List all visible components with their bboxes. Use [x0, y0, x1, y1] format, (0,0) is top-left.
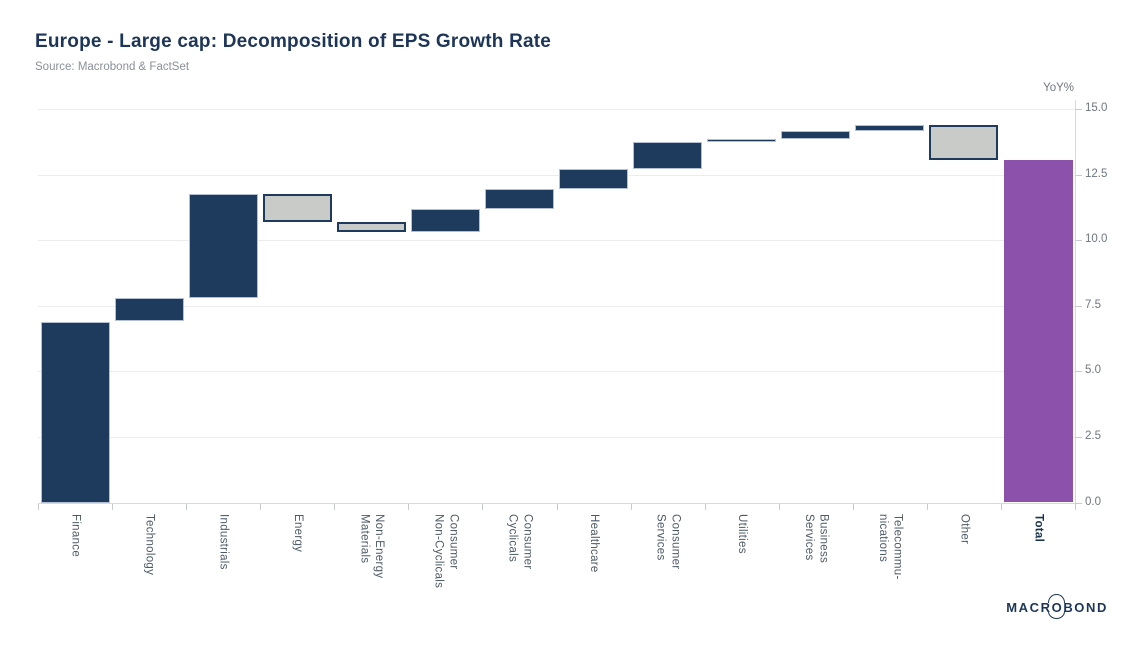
x-label-energy: Energy: [291, 514, 304, 553]
x-label-utilities: Utilities: [736, 514, 749, 554]
x-label-industrials: Industrials: [217, 514, 230, 570]
x-label-non-energy-materials: Non-Energy Materials: [358, 514, 386, 579]
x-label-total: Total: [1032, 514, 1045, 543]
x-axis-tick: [704, 504, 706, 510]
y-axis-tick-label: 0.0: [1085, 495, 1101, 508]
bar-total: [1003, 160, 1073, 503]
x-label-telecommunications: Telecommu- nications: [876, 514, 904, 580]
x-axis-tick: [334, 504, 336, 510]
bar-non-energy-materials: [336, 221, 406, 233]
bar-healthcare: [559, 169, 628, 190]
x-label-consumer-cyclicals: Consumer Cyclicals: [506, 514, 534, 570]
x-label-other: Other: [958, 514, 971, 545]
y-axis-tick-label: 7.5: [1085, 298, 1101, 311]
gridline-5.0: [38, 371, 1075, 373]
x-axis-tick: [778, 504, 780, 510]
y-axis-tick-15.0: [1075, 109, 1082, 111]
logo-text-left: MACR: [1006, 600, 1052, 615]
x-label-business-services: Business Services: [802, 514, 830, 564]
y-axis-tick-12.5: [1075, 174, 1082, 176]
x-axis-tick: [408, 504, 410, 510]
chart-title: Europe - Large cap: Decomposition of EPS…: [35, 31, 552, 52]
logo-text-right: BOND: [1063, 600, 1108, 615]
bar-other: [929, 124, 999, 161]
bar-industrials: [188, 194, 258, 298]
y-axis-tick-5.0: [1075, 371, 1082, 373]
x-axis-tick: [852, 504, 854, 510]
gridline-2.5: [38, 436, 1075, 438]
gridline-12.5: [38, 174, 1075, 176]
bar-utilities: [707, 139, 777, 143]
bar-consumer-non-cyclicals: [410, 208, 480, 233]
bar-technology: [114, 297, 184, 322]
chart-source: Source: Macrobond & FactSet: [35, 61, 190, 73]
x-axis-tick: [38, 504, 39, 510]
x-label-consumer-non-cyclicals: Consumer Non-Cyclicals: [432, 514, 460, 589]
bar-energy: [262, 194, 332, 222]
y-axis-tick-label: 12.5: [1085, 167, 1108, 180]
gridline-15.0: [38, 109, 1075, 111]
x-axis-tick: [926, 504, 928, 510]
x-label-finance: Finance: [69, 514, 82, 558]
x-label-consumer-services: Consumer Services: [654, 514, 682, 570]
y-axis-tick-label: 15.0: [1085, 102, 1108, 115]
y-axis-line: [1075, 100, 1076, 503]
x-axis-tick: [1075, 504, 1076, 510]
bar-finance: [40, 321, 110, 503]
bar-consumer-cyclicals: [485, 189, 554, 209]
bar-business-services: [781, 131, 851, 140]
y-axis-tick-label: 2.5: [1085, 429, 1101, 442]
x-axis-tick: [112, 504, 114, 510]
x-axis-tick: [556, 504, 558, 510]
y-axis-tick-2.5: [1075, 436, 1082, 438]
x-label-technology: Technology: [143, 514, 156, 576]
bar-consumer-services: [633, 141, 703, 170]
gridline-7.5: [38, 305, 1075, 307]
x-axis-line: [38, 503, 1075, 504]
y-axis-tick-10.0: [1075, 240, 1082, 242]
y-axis-tick-7.5: [1075, 305, 1082, 307]
x-axis-tick: [260, 504, 262, 510]
x-axis-tick: [1000, 504, 1002, 510]
y-axis-tick-label: 5.0: [1085, 364, 1101, 377]
x-axis-tick: [186, 504, 188, 510]
x-axis-tick: [630, 504, 632, 510]
x-axis-tick: [482, 504, 484, 510]
y-axis-tick-label: 10.0: [1085, 233, 1108, 246]
bar-telecommunications: [855, 124, 925, 132]
macrobond-logo: MACROBOND: [1006, 594, 1108, 619]
logo-o-glyph: O: [1047, 594, 1065, 619]
x-label-healthcare: Healthcare: [587, 514, 600, 573]
y-axis-tick-0.0: [1075, 502, 1082, 504]
gridline-10.0: [38, 240, 1075, 242]
y-axis-unit-label: YoY%: [1043, 82, 1074, 94]
